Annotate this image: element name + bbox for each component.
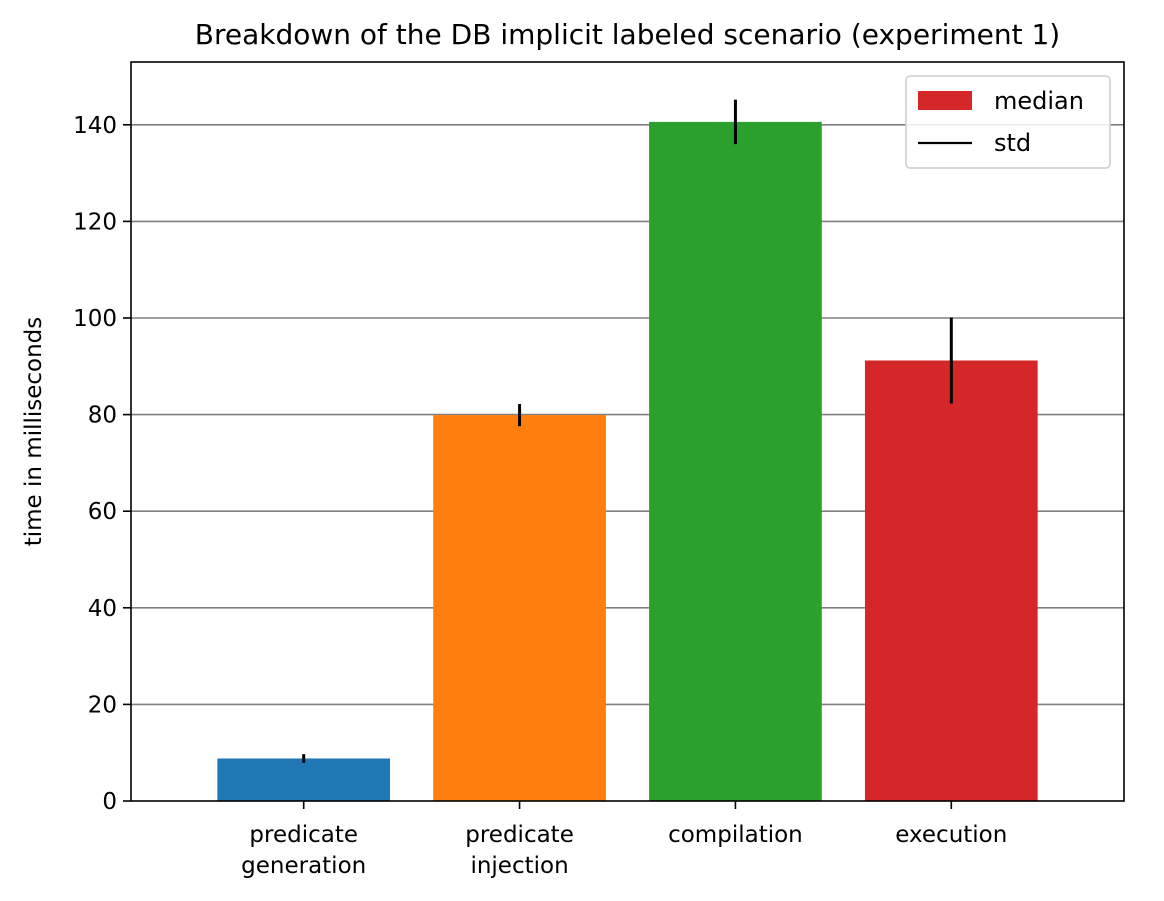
error-bars <box>302 99 953 763</box>
x-tick-label-1: predicate injection <box>465 822 574 879</box>
y-tick-label-3: 60 <box>88 499 117 525</box>
legend: median std <box>905 75 1111 169</box>
legend-std-label: std <box>994 129 1031 157</box>
y-axis-label: time in milliseconds <box>21 317 47 547</box>
y-tick-label-7: 140 <box>73 113 117 139</box>
y-axis-ticks: 0 20 40 60 80 100 120 140 <box>73 113 131 815</box>
chart-title: Breakdown of the DB implicit labeled sce… <box>195 18 1060 51</box>
gridlines <box>131 123 1124 706</box>
y-tick-label-0: 0 <box>102 789 117 815</box>
y-tick-label-4: 80 <box>88 403 117 429</box>
y-tick-label-6: 120 <box>73 209 117 235</box>
x-tick-label-0: predicate generation <box>241 822 366 879</box>
x-tick-label-2: compilation <box>668 822 803 848</box>
legend-median-label: median <box>994 87 1084 115</box>
x-tick-label-3: execution <box>895 822 1007 848</box>
bars <box>217 121 1038 801</box>
bar-0 <box>217 758 391 801</box>
x-axis-ticks: predicate generation predicate injection com… <box>241 801 1007 879</box>
bar-2 <box>649 121 822 801</box>
y-tick-label-2: 40 <box>88 596 117 622</box>
plot-frame <box>130 61 1125 802</box>
bar-3 <box>864 360 1038 801</box>
y-tick-label-1: 20 <box>88 692 117 718</box>
y-tick-label-5: 100 <box>73 306 117 332</box>
bar-1 <box>433 415 606 801</box>
legend-median-swatch <box>918 91 972 110</box>
